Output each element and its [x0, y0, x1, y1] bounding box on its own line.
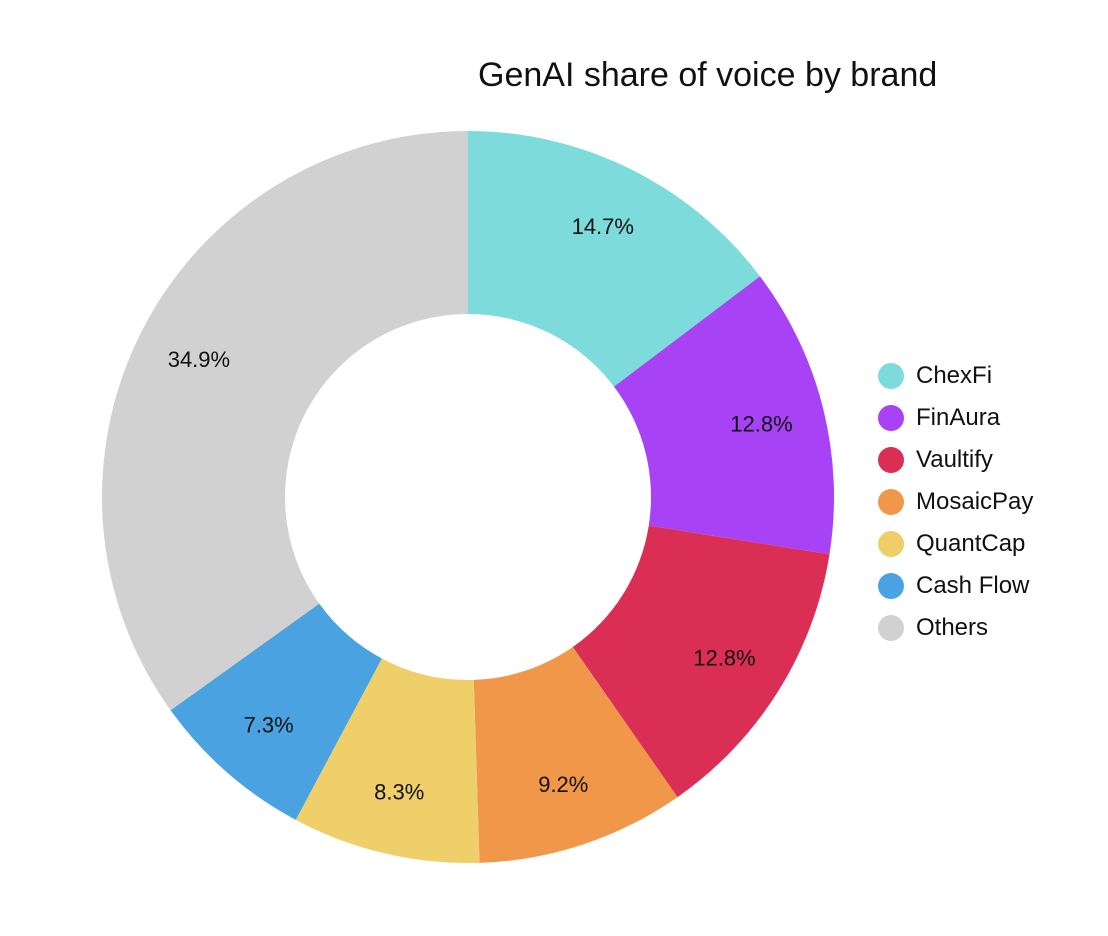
legend-swatch-icon	[878, 447, 904, 473]
legend-item-chexfi[interactable]: ChexFi	[878, 355, 1033, 397]
slice-value-label: 7.3%	[244, 713, 294, 738]
legend-item-finaura[interactable]: FinAura	[878, 397, 1033, 439]
slice-value-label: 9.2%	[538, 772, 588, 797]
slice-value-label: 8.3%	[374, 780, 424, 805]
legend-swatch-icon	[878, 363, 904, 389]
slice-value-label: 12.8%	[693, 645, 755, 670]
legend-label: QuantCap	[916, 530, 1026, 557]
legend-swatch-icon	[878, 531, 904, 557]
legend-label: MosaicPay	[916, 488, 1034, 515]
legend-label: Vaultify	[916, 446, 993, 473]
legend-item-mosaicpay[interactable]: MosaicPay	[878, 481, 1033, 523]
donut-slice-others[interactable]	[102, 130, 468, 711]
legend-swatch-icon	[878, 489, 904, 515]
legend-label: Others	[916, 614, 989, 641]
donut-slice-finaura[interactable]	[613, 276, 834, 555]
legend: ChexFi FinAura Vaultify MosaicPay QuantC…	[878, 355, 1033, 649]
slice-value-label: 34.9%	[168, 347, 230, 372]
chart-title: GenAI share of voice by brand	[478, 56, 938, 94]
slice-value-label: 12.8%	[730, 412, 792, 437]
donut-slice-quantcap[interactable]	[295, 658, 480, 863]
donut-slice-chexfi[interactable]	[468, 131, 760, 387]
slice-value-label: 14.7%	[572, 214, 634, 239]
legend-label: ChexFi	[916, 362, 993, 389]
donut-slice-cash-flow[interactable]	[170, 603, 382, 820]
legend-item-others[interactable]: Others	[878, 607, 1033, 649]
legend-label: Cash Flow	[916, 572, 1030, 599]
legend-swatch-icon	[878, 615, 904, 641]
legend-swatch-icon	[878, 405, 904, 431]
legend-swatch-icon	[878, 573, 904, 599]
legend-item-quantcap[interactable]: QuantCap	[878, 523, 1033, 565]
donut-slice-mosaicpay[interactable]	[473, 647, 678, 863]
legend-item-cash-flow[interactable]: Cash Flow	[878, 565, 1033, 607]
donut-slice-vaultify[interactable]	[572, 525, 830, 798]
legend-item-vaultify[interactable]: Vaultify	[878, 439, 1033, 481]
legend-label: FinAura	[916, 404, 1001, 431]
